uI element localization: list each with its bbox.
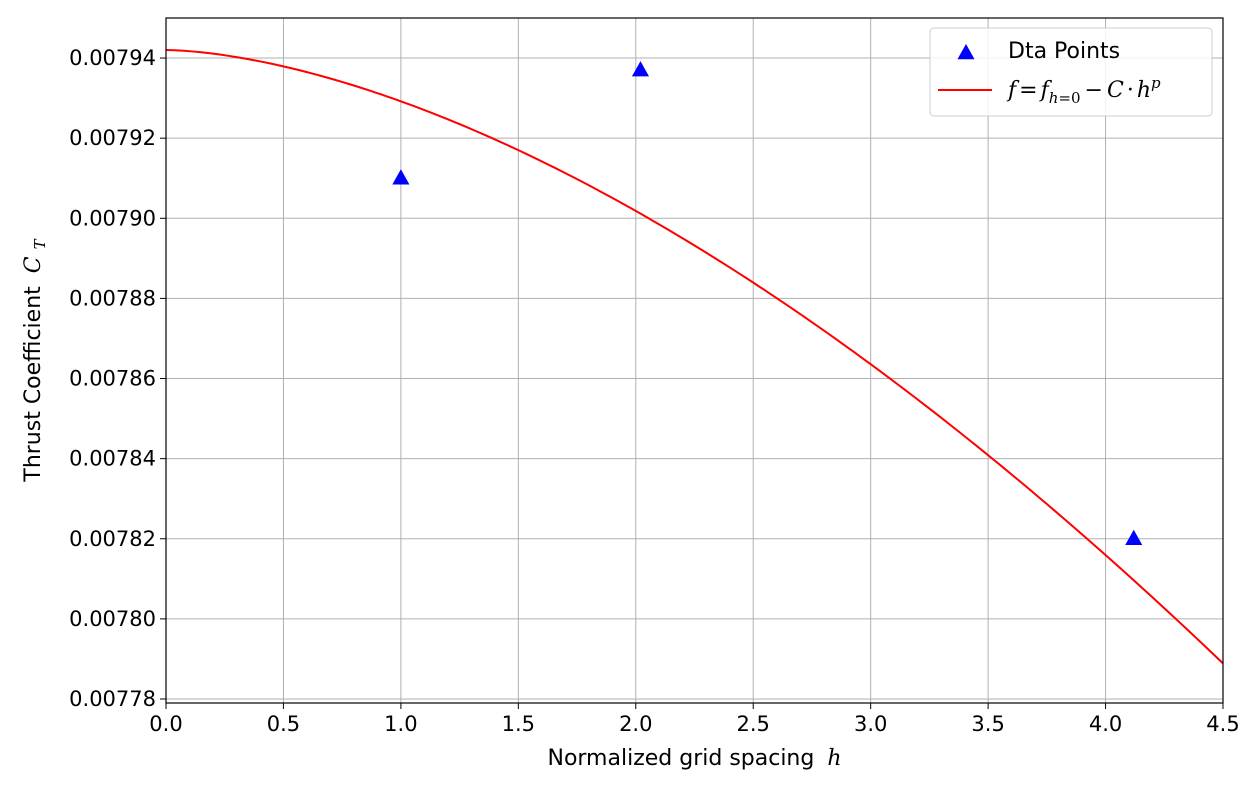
data-point xyxy=(1125,529,1143,546)
x-tick-label: 2.0 xyxy=(619,712,652,736)
y-tick-label: 0.00792 xyxy=(69,126,156,150)
data-point xyxy=(392,169,410,185)
x-tick-label: 1.0 xyxy=(384,712,417,736)
legend-label-fit: f = fh=0− C · hp xyxy=(1006,74,1161,107)
y-tick-label: 0.00790 xyxy=(69,206,156,230)
x-tick-label: 4.5 xyxy=(1206,712,1239,736)
x-axis: 0.0 0.5 1.0 1.5 2.0 2.5 3.0 3.5 4.0 4.5 xyxy=(149,703,1240,736)
y-tick-label: 0.00778 xyxy=(69,687,156,711)
y-tick-label: 0.00784 xyxy=(69,447,156,471)
x-tick-label: 1.5 xyxy=(502,712,535,736)
y-axis-title: Thrust Coefficient C T xyxy=(21,238,49,482)
y-tick-label: 0.00794 xyxy=(69,46,156,70)
data-point xyxy=(631,61,650,77)
y-axis: 0.00778 0.00780 0.00782 0.00784 0.00786 0.007… xyxy=(69,46,166,711)
y-tick-label: 0.00782 xyxy=(69,527,156,551)
y-tick-label: 0.00788 xyxy=(69,286,156,310)
legend-box xyxy=(929,27,1213,117)
plot-frame xyxy=(165,17,1224,704)
y-tick-label: 0.00786 xyxy=(69,367,156,391)
plot-area xyxy=(165,49,1224,665)
x-tick-label: 3.5 xyxy=(971,712,1004,736)
grid-lines xyxy=(165,18,1224,703)
legend: Dta Points f = fh=0− C · hp xyxy=(929,27,1213,117)
x-tick-label: 4.0 xyxy=(1089,712,1122,736)
x-tick-label: 0.5 xyxy=(267,712,300,736)
legend-label-data-points: Dta Points xyxy=(1008,39,1120,64)
x-tick-label: 0.0 xyxy=(149,712,182,736)
fit-curve xyxy=(165,49,1224,665)
x-tick-label: 3.0 xyxy=(854,712,887,736)
x-axis-title: Normalized grid spacing h xyxy=(547,746,841,771)
x-tick-label: 2.5 xyxy=(737,712,770,736)
legend-marker-data-points xyxy=(957,44,975,60)
y-tick-label: 0.00780 xyxy=(69,607,156,631)
